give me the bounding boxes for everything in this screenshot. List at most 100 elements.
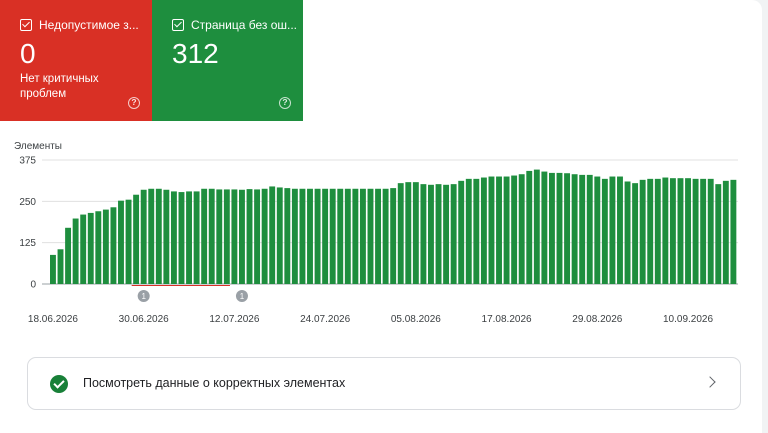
chart-bar <box>639 179 646 284</box>
chart-bar <box>329 188 336 284</box>
chart-bar <box>382 188 389 284</box>
chart-bar <box>246 189 253 284</box>
chart-bar <box>511 175 518 284</box>
chart-bar <box>480 177 487 284</box>
chart-bar <box>133 194 140 284</box>
chart-bar <box>322 188 329 284</box>
chart-bar <box>337 188 344 284</box>
chart-bar <box>118 200 124 284</box>
invalid-items-tile[interactable]: Недопустимое з... 0 Нет критичных пробле… <box>0 0 152 121</box>
chart-bar <box>254 189 261 284</box>
chart-bar <box>223 189 230 284</box>
x-tick-label: 29.08.2026 <box>572 314 622 325</box>
status-line-1: Нет критичных <box>20 73 99 85</box>
valid-items-count: 312 <box>172 38 219 69</box>
view-valid-items-row[interactable]: Посмотреть данные о корректных элементах <box>27 357 741 410</box>
chart-bar <box>518 174 525 284</box>
help-icon[interactable]: ? <box>128 97 140 109</box>
chart-bar <box>375 188 381 284</box>
chart-bar <box>291 188 298 284</box>
chart-bar <box>692 178 699 284</box>
invalid-items-count: 0 <box>20 38 36 69</box>
checkbox-checked-icon[interactable] <box>172 19 184 31</box>
valid-items-header[interactable]: Страница без ош... <box>172 18 297 32</box>
chart-bar <box>390 188 397 284</box>
check-circle-icon <box>50 375 68 393</box>
chart-bar <box>669 178 676 284</box>
chart-bar <box>155 188 162 284</box>
valid-items-tile[interactable]: Страница без ош... 312 ? <box>152 0 303 121</box>
chart-bar <box>556 172 563 284</box>
help-icon[interactable]: ? <box>279 97 291 109</box>
x-tick-label: 10.09.2026 <box>663 314 713 325</box>
view-valid-items-label: Посмотреть данные о корректных элементах <box>83 376 346 390</box>
chart-bar <box>412 182 419 284</box>
valid-items-label: Страница без ош... <box>191 18 298 32</box>
x-tick-label: 05.08.2026 <box>391 314 441 325</box>
x-tick-label: 30.06.2026 <box>119 314 169 325</box>
annotation-label: 1 <box>141 292 146 301</box>
chevron-right-icon[interactable] <box>704 376 716 388</box>
chart-bar <box>571 174 578 284</box>
chart-bar <box>435 184 442 284</box>
chart-bar <box>95 211 102 284</box>
chart-bar <box>594 176 601 284</box>
chart-bar <box>80 214 87 284</box>
chart-bar <box>420 184 427 284</box>
chart-bar <box>503 176 510 284</box>
chart-bar <box>496 176 502 284</box>
status-line-2: проблем <box>20 88 67 100</box>
chart-bar <box>443 184 450 284</box>
chart-bar <box>314 188 321 284</box>
chart-bar <box>579 174 586 284</box>
chart-bar <box>269 186 276 284</box>
chart-bar <box>284 188 291 284</box>
x-tick-label: 12.07.2026 <box>209 314 259 325</box>
chart-bar <box>208 188 215 284</box>
chart-bar <box>617 176 623 284</box>
chart-bar <box>428 184 434 284</box>
chart-bar <box>405 182 412 284</box>
chart-bar <box>125 199 132 284</box>
chart-bar <box>299 188 306 284</box>
chart-bar <box>307 188 313 284</box>
invalid-items-header[interactable]: Недопустимое з... <box>20 18 139 32</box>
chart-bar <box>533 169 540 284</box>
y-tick-label: 250 <box>19 197 36 208</box>
chart-bar <box>344 188 351 284</box>
invalid-items-label: Недопустимое з... <box>39 18 139 32</box>
chart-bar <box>140 189 147 284</box>
y-tick-label: 375 <box>19 156 36 167</box>
chart-bar <box>102 209 109 284</box>
annotation-marker <box>235 290 248 302</box>
chart-bar <box>367 188 374 284</box>
chart-bar <box>50 254 56 284</box>
chart-bar <box>65 227 72 284</box>
chart-bar <box>586 174 593 284</box>
chart-bar <box>231 189 238 284</box>
y-tick-label: 125 <box>19 238 36 249</box>
chart-bar <box>239 189 245 284</box>
checkbox-checked-icon[interactable] <box>20 19 32 31</box>
chart-bar <box>488 176 495 284</box>
chart-bar <box>201 188 208 284</box>
chart-bar <box>72 218 79 284</box>
chart-bar <box>632 183 639 284</box>
chart-bar <box>654 178 661 284</box>
x-tick-label: 17.08.2026 <box>482 314 532 325</box>
chart-bar <box>352 188 359 284</box>
x-tick-label: 24.07.2026 <box>300 314 350 325</box>
y-axis-title: Элементы <box>14 141 62 152</box>
chart-bar <box>548 172 555 284</box>
chart-bar <box>541 171 548 284</box>
chart-bar <box>601 178 608 284</box>
chart-bar <box>624 181 631 284</box>
invalid-items-status: Нет критичных проблем <box>20 72 99 102</box>
chart-bar <box>647 178 654 284</box>
chart-bar <box>677 178 684 284</box>
annotation-marker <box>137 290 150 302</box>
chart-bar <box>216 189 223 284</box>
chart-bar <box>163 189 170 284</box>
